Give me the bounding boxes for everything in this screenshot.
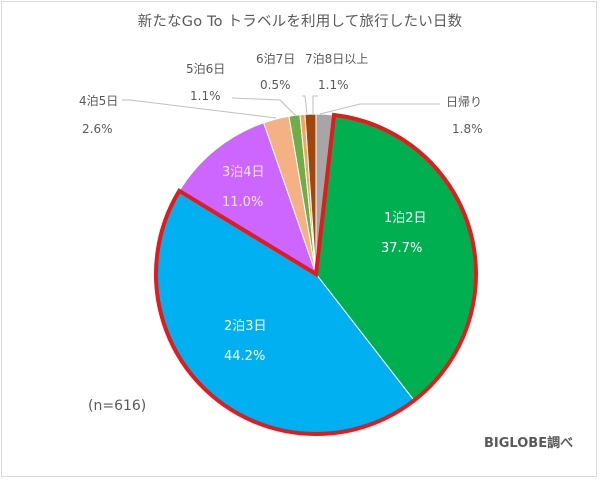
chart-title: 新たなGo To トラベルを利用して旅行したい日数 (137, 14, 463, 30)
label-6n7d-name: 6泊7日 (256, 52, 295, 66)
label-7n8d-name: 7泊8日以上 (305, 52, 368, 66)
label-4n5d-name: 4泊5日 (79, 94, 118, 108)
label-7n8d-pct: 1.1% (318, 78, 349, 92)
label-5n6d-name: 5泊6日 (186, 62, 225, 76)
label-3n4d-pct: 11.0% (222, 195, 263, 210)
label-higaeri-name: 日帰り (446, 95, 482, 109)
sample-size-note: (n=616) (88, 398, 147, 414)
label-5n6d-pct: 1.1% (190, 89, 221, 103)
label-1n2d-name: 1泊2日 (384, 211, 427, 226)
label-6n7d-pct: 0.5% (260, 78, 291, 92)
pie-slices (155, 113, 477, 435)
label-higaeri-pct: 1.8% (452, 122, 483, 136)
label-4n5d-pct: 2.6% (82, 122, 113, 136)
label-3n4d-name: 3泊4日 (222, 165, 265, 180)
label-1n2d-pct: 37.7% (381, 241, 422, 256)
pie-slice-7 (304, 113, 317, 275)
pie-slice-3 (178, 122, 317, 276)
leader-lines (122, 95, 440, 119)
source-credit: BIGLOBE調べ (484, 436, 574, 451)
highlight-outline (154, 112, 478, 436)
label-2n3d-pct: 44.2% (224, 349, 265, 364)
label-2n3d-name: 2泊3日 (224, 319, 267, 334)
